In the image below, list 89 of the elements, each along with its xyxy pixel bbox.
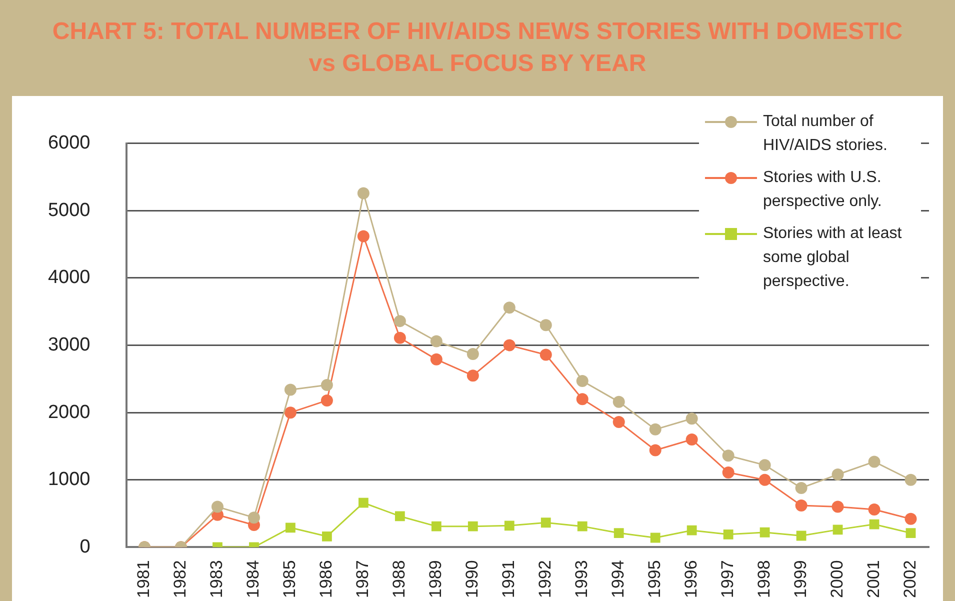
point [722, 450, 734, 462]
point [906, 528, 916, 538]
x-tick-label: 1983 [207, 560, 226, 598]
point [577, 521, 588, 532]
point [394, 332, 406, 344]
point [650, 532, 660, 543]
point [284, 406, 296, 419]
x-tick-label: 1992 [536, 560, 555, 598]
point [503, 302, 516, 314]
point [431, 521, 442, 532]
point [576, 374, 588, 387]
point [540, 348, 552, 361]
x-tick-label: 1989 [426, 560, 446, 598]
point [796, 530, 806, 541]
point [612, 396, 625, 408]
point [832, 500, 844, 513]
y-tick-label: 6000 [48, 132, 90, 154]
x-tick-label: 1986 [316, 560, 336, 598]
point [686, 434, 698, 446]
x-tick-label: 1998 [754, 560, 774, 598]
point [540, 319, 552, 332]
x-tick-label: 1997 [718, 560, 738, 598]
point [540, 518, 551, 528]
point [358, 498, 368, 508]
x-tick-label: 2001 [864, 560, 883, 598]
point [211, 500, 224, 513]
point [795, 499, 808, 512]
x-tick-label: 1995 [645, 560, 664, 598]
point [723, 529, 734, 540]
point [357, 187, 370, 200]
x-tick-label: 1982 [170, 560, 190, 598]
x-tick-label: 1981 [134, 560, 154, 598]
point [248, 512, 260, 524]
y-tick-label: 5000 [48, 200, 90, 221]
point [504, 520, 514, 531]
point [503, 339, 516, 352]
y-tick-label: 1000 [48, 469, 90, 490]
point [394, 511, 405, 522]
point [468, 521, 478, 532]
point [576, 393, 588, 406]
x-tick-label: 1999 [790, 560, 810, 598]
point [686, 412, 698, 425]
point [357, 230, 370, 242]
x-tick-label: 1985 [280, 560, 300, 598]
x-tick-label: 1984 [244, 560, 263, 598]
x-tick-label: 1993 [572, 560, 592, 598]
point [868, 456, 880, 468]
point [394, 315, 406, 328]
y-tick-label: 0 [80, 536, 90, 558]
point [832, 468, 844, 480]
point [869, 519, 880, 530]
point [284, 384, 296, 396]
point [612, 416, 625, 428]
point [868, 503, 880, 516]
point [286, 522, 296, 533]
point [686, 525, 697, 536]
point [466, 370, 479, 382]
point [430, 335, 442, 348]
point [758, 474, 771, 486]
x-tick-label: 2000 [827, 560, 846, 598]
y-tick-label: 3000 [48, 334, 90, 356]
y-tick-label: 2000 [48, 402, 90, 423]
point [320, 394, 333, 406]
x-tick-label: 2002 [900, 560, 920, 598]
legend-label: Total number of HIV/AIDS stories. [763, 112, 888, 156]
point [322, 531, 332, 542]
point [832, 524, 843, 535]
x-tick-label: 1987 [353, 560, 372, 598]
point [320, 378, 333, 391]
chart-title: CHART 5: TOTAL NUMBER OF HIV/AIDS NEWS STORIES WITH DOMESTIC vs GLOBAL FOCUS BY YEAR [51, 17, 904, 79]
point [904, 512, 917, 525]
x-tick-label: 1994 [608, 560, 628, 598]
point [758, 459, 771, 472]
point [904, 474, 917, 486]
point [722, 466, 734, 478]
x-tick-label: 1996 [682, 560, 701, 598]
point [466, 348, 479, 360]
y-tick-label: 4000 [48, 267, 90, 288]
point [649, 423, 662, 436]
x-tick-label: 1990 [462, 560, 482, 598]
x-tick-label: 1991 [499, 560, 518, 598]
point [760, 527, 770, 538]
point [649, 444, 662, 456]
point [614, 528, 624, 538]
x-tick-label: 1988 [390, 560, 409, 598]
legend-label: Stories with U.S. perspective only. [763, 168, 883, 212]
legend-label: Stories with at least some global perspective. [763, 224, 903, 292]
point [430, 353, 442, 366]
point [795, 482, 808, 494]
